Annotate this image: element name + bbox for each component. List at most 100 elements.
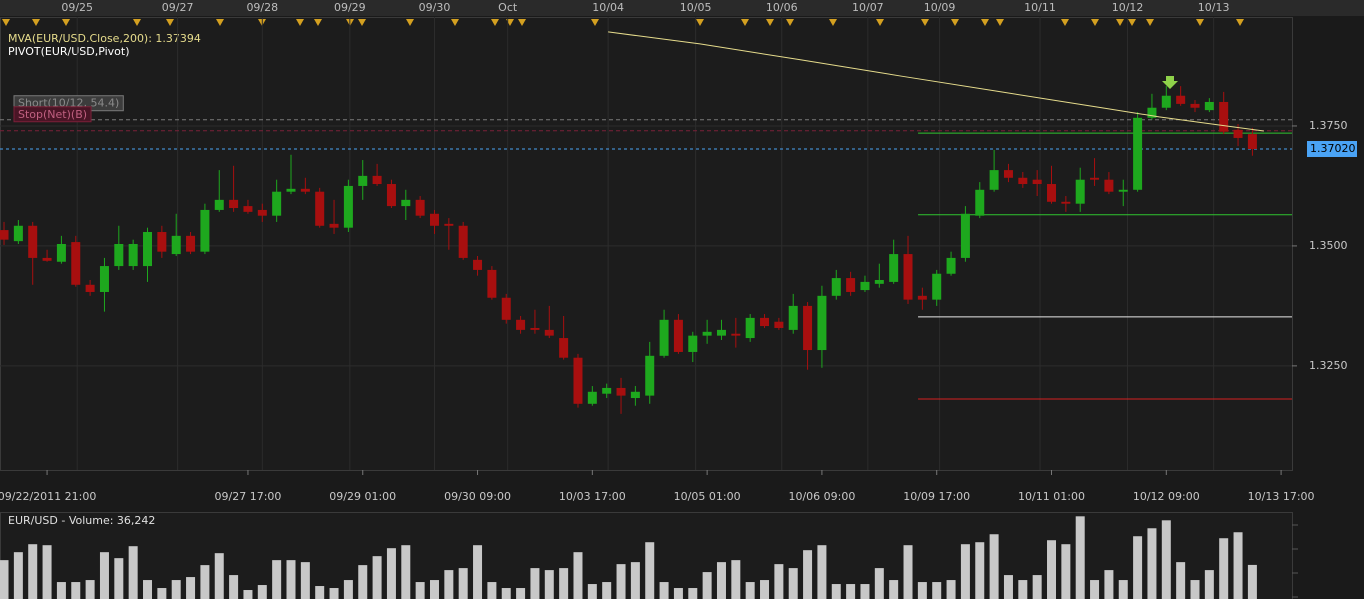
candle-body bbox=[946, 257, 956, 274]
volume-bar bbox=[487, 582, 497, 599]
candle-body bbox=[343, 185, 353, 228]
volume-bar bbox=[716, 562, 726, 599]
candle-body bbox=[157, 232, 167, 252]
volume-bar bbox=[975, 542, 985, 599]
event-marker bbox=[981, 19, 989, 26]
event-marker bbox=[766, 19, 774, 26]
volume-bar bbox=[1219, 538, 1229, 599]
volume-bar bbox=[788, 568, 798, 599]
volume-bar bbox=[1090, 580, 1100, 599]
top-date-label: 10/04 bbox=[592, 1, 624, 14]
candle-body bbox=[616, 387, 626, 396]
event-marker bbox=[314, 19, 322, 26]
top-date-label: 10/07 bbox=[852, 1, 884, 14]
event-marker bbox=[786, 19, 794, 26]
event-marker bbox=[133, 19, 141, 26]
candle-body bbox=[358, 175, 368, 186]
volume-bar bbox=[85, 580, 95, 599]
volume-bar bbox=[1133, 536, 1143, 599]
volume-bar bbox=[171, 580, 181, 599]
candle-body bbox=[1047, 184, 1057, 202]
volume-bar bbox=[401, 545, 411, 599]
event-marker bbox=[996, 19, 1004, 26]
volume-bar bbox=[257, 585, 267, 599]
top-date-label: Oct bbox=[498, 1, 518, 14]
volume-bar bbox=[846, 584, 856, 599]
candle-body bbox=[415, 199, 425, 216]
candle-body bbox=[573, 357, 583, 404]
volume-bar bbox=[917, 582, 927, 599]
candle-body bbox=[99, 266, 109, 292]
candle-body bbox=[1247, 134, 1257, 149]
candle-body bbox=[286, 188, 296, 192]
candle-body bbox=[171, 235, 181, 255]
volume-bar bbox=[874, 568, 884, 599]
candle-body bbox=[874, 279, 884, 284]
event-marker bbox=[518, 19, 526, 26]
volume-bar bbox=[458, 568, 468, 599]
top-date-label: 10/05 bbox=[680, 1, 712, 14]
event-marker bbox=[1146, 19, 1154, 26]
top-date-label: 10/06 bbox=[766, 1, 798, 14]
volume-bar bbox=[315, 586, 325, 599]
volume-bar bbox=[56, 582, 66, 599]
signal-arrow bbox=[1162, 76, 1178, 89]
candle-body bbox=[975, 189, 985, 216]
volume-bar bbox=[860, 584, 870, 599]
event-marker bbox=[1091, 19, 1099, 26]
x-tick-label: 10/11 01:00 bbox=[1018, 490, 1085, 503]
candle-body bbox=[13, 225, 23, 242]
candle-body bbox=[200, 209, 210, 252]
candle-body bbox=[587, 391, 597, 404]
event-marker bbox=[62, 19, 70, 26]
volume-bar bbox=[143, 580, 153, 599]
candle-body bbox=[1018, 177, 1028, 185]
candle-body bbox=[846, 278, 856, 292]
candle-body bbox=[1233, 129, 1243, 138]
candle-body bbox=[28, 225, 38, 258]
x-tick-label: 09/27 17:00 bbox=[215, 490, 282, 503]
volume-bar bbox=[1003, 575, 1013, 599]
candle-body bbox=[315, 191, 325, 226]
volume-bar bbox=[186, 577, 196, 599]
candle-body bbox=[114, 244, 124, 267]
volume-bar bbox=[903, 545, 913, 599]
candle-body bbox=[329, 223, 339, 228]
top-date-label: 09/30 bbox=[419, 1, 451, 14]
candle-body bbox=[889, 254, 899, 282]
volume-bar bbox=[1118, 580, 1128, 599]
volume-bar bbox=[444, 570, 454, 599]
candle-body bbox=[702, 331, 712, 336]
candle-body bbox=[128, 244, 138, 267]
candle-body bbox=[630, 391, 640, 399]
volume-bar bbox=[1032, 575, 1042, 599]
candle-body bbox=[1204, 101, 1214, 111]
candle-body bbox=[229, 199, 239, 209]
candle-body bbox=[56, 244, 66, 262]
event-marker bbox=[696, 19, 704, 26]
volume-bar bbox=[1247, 564, 1257, 599]
candle-body bbox=[1075, 179, 1085, 204]
candle-body bbox=[960, 213, 970, 258]
volume-bar bbox=[688, 588, 698, 599]
candle-body bbox=[85, 284, 95, 292]
volume-bar bbox=[71, 582, 81, 599]
volume-bar bbox=[774, 564, 784, 599]
event-marker bbox=[451, 19, 459, 26]
candle-body bbox=[745, 317, 755, 339]
event-marker bbox=[1116, 19, 1124, 26]
candle-body bbox=[0, 230, 9, 240]
event-marker bbox=[406, 19, 414, 26]
volume-bar bbox=[645, 542, 655, 599]
volume-bar bbox=[358, 565, 368, 599]
candle-body bbox=[1190, 103, 1200, 108]
event-marker bbox=[216, 19, 224, 26]
candle-body bbox=[1090, 177, 1100, 180]
candle-body bbox=[1161, 95, 1171, 108]
volume-bar bbox=[1061, 544, 1071, 599]
volume-bar bbox=[630, 562, 640, 599]
legend-pivot: PIVOT(EUR/USD,Pivot) bbox=[8, 45, 130, 58]
volume-bar bbox=[602, 582, 612, 599]
event-marker bbox=[1128, 19, 1136, 26]
candle-body bbox=[659, 319, 669, 356]
